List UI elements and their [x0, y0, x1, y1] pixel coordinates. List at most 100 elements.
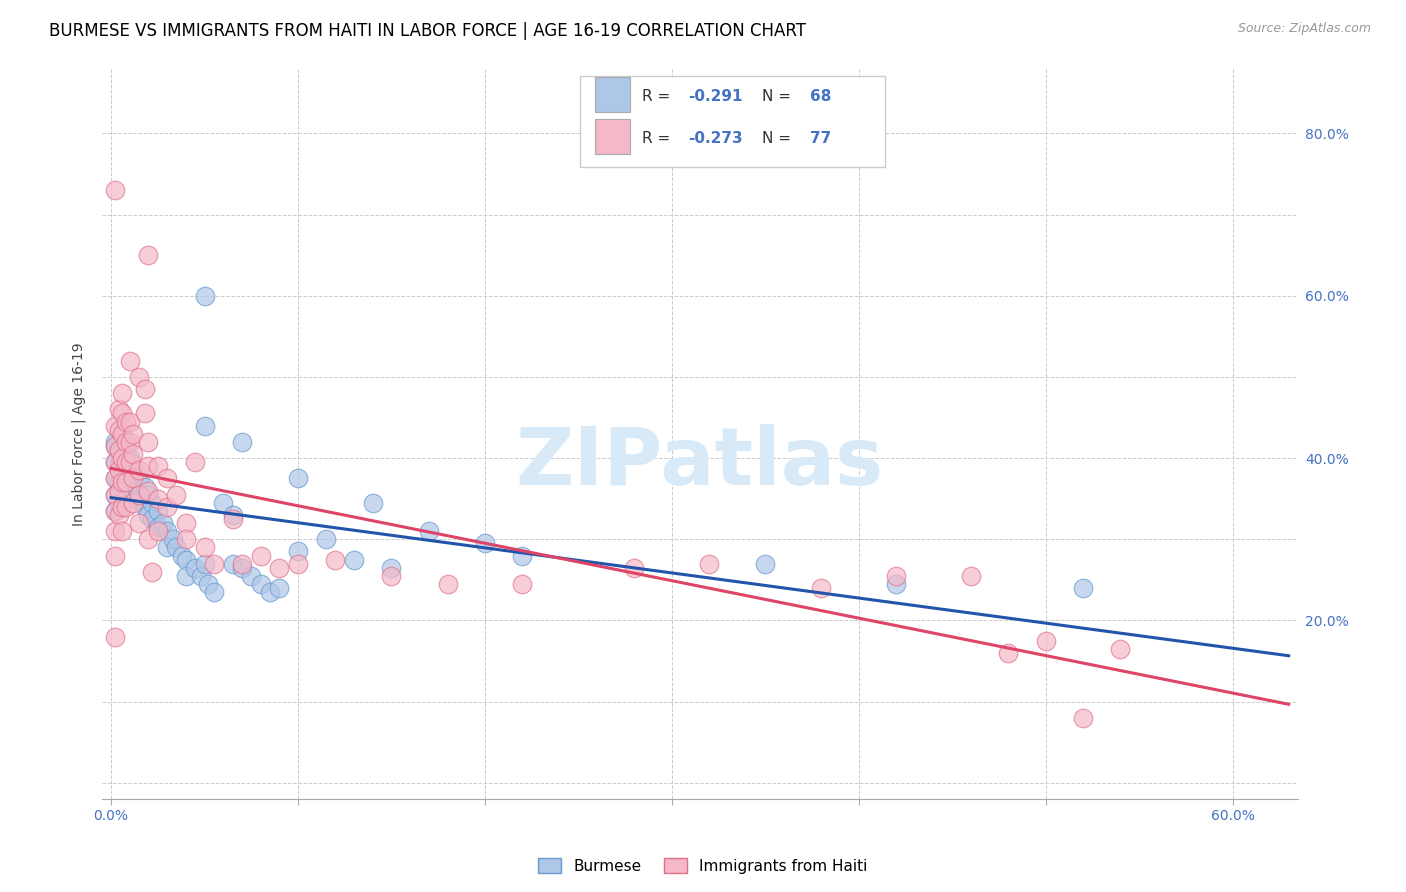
- Point: [259, 585, 281, 599]
- Point: [172, 549, 194, 563]
- Text: BURMESE VS IMMIGRANTS FROM HAITI IN LABOR FORCE | AGE 16-19 CORRELATION CHART: BURMESE VS IMMIGRANTS FROM HAITI IN LABO…: [49, 22, 806, 40]
- Point: [104, 455, 127, 469]
- Point: [104, 439, 127, 453]
- Point: [156, 500, 179, 514]
- Point: [184, 455, 207, 469]
- Point: [960, 569, 983, 583]
- Point: [111, 447, 134, 461]
- Point: [111, 479, 134, 493]
- Text: 68: 68: [810, 89, 831, 103]
- Point: [111, 407, 134, 421]
- Point: [249, 577, 271, 591]
- FancyBboxPatch shape: [581, 76, 886, 167]
- Point: [221, 508, 243, 522]
- FancyBboxPatch shape: [595, 120, 630, 154]
- Point: [380, 560, 402, 574]
- Text: R =: R =: [643, 89, 675, 103]
- Point: [104, 471, 127, 485]
- Point: [104, 524, 127, 539]
- Point: [115, 475, 138, 490]
- Point: [141, 565, 163, 579]
- Point: [134, 407, 156, 421]
- Point: [111, 475, 134, 490]
- Point: [104, 455, 127, 469]
- Point: [122, 483, 145, 498]
- Point: [174, 569, 197, 583]
- Point: [107, 443, 129, 458]
- Point: [156, 471, 179, 485]
- Point: [107, 496, 129, 510]
- Point: [221, 557, 243, 571]
- Point: [138, 248, 160, 262]
- Point: [104, 439, 127, 453]
- Point: [122, 426, 145, 441]
- Point: [134, 500, 156, 514]
- Point: [249, 549, 271, 563]
- Point: [146, 524, 169, 539]
- Point: [1071, 581, 1094, 595]
- Point: [122, 496, 145, 510]
- Point: [697, 557, 720, 571]
- Text: Source: ZipAtlas.com: Source: ZipAtlas.com: [1237, 22, 1371, 36]
- Text: -0.273: -0.273: [688, 131, 742, 145]
- Point: [287, 471, 309, 485]
- Point: [107, 459, 129, 474]
- Point: [810, 581, 832, 595]
- Point: [138, 488, 160, 502]
- Point: [202, 557, 225, 571]
- FancyBboxPatch shape: [595, 78, 630, 112]
- Point: [269, 560, 291, 574]
- Point: [115, 500, 138, 514]
- Point: [884, 577, 907, 591]
- Point: [107, 475, 129, 490]
- Point: [287, 557, 309, 571]
- Point: [104, 418, 127, 433]
- Point: [231, 557, 253, 571]
- Point: [115, 439, 138, 453]
- Point: [118, 471, 141, 485]
- Point: [104, 488, 127, 502]
- Text: 77: 77: [810, 131, 831, 145]
- Point: [107, 402, 129, 417]
- Point: [104, 504, 127, 518]
- Point: [174, 516, 197, 530]
- Point: [152, 516, 174, 530]
- Point: [510, 549, 533, 563]
- Point: [146, 459, 169, 474]
- Point: [138, 434, 160, 449]
- Point: [118, 451, 141, 466]
- Point: [474, 536, 496, 550]
- Point: [115, 455, 138, 469]
- Text: R =: R =: [643, 131, 675, 145]
- Point: [212, 496, 235, 510]
- Point: [287, 544, 309, 558]
- Point: [418, 524, 440, 539]
- Point: [134, 479, 156, 493]
- Point: [104, 630, 127, 644]
- Point: [1109, 641, 1132, 656]
- Point: [436, 577, 458, 591]
- Text: N =: N =: [762, 131, 796, 145]
- Point: [193, 418, 215, 433]
- Point: [107, 463, 129, 477]
- Point: [138, 483, 160, 498]
- Point: [361, 496, 384, 510]
- Point: [510, 577, 533, 591]
- Point: [184, 560, 207, 574]
- Point: [115, 459, 138, 474]
- Point: [269, 581, 291, 595]
- Point: [193, 289, 215, 303]
- Point: [118, 455, 141, 469]
- Point: [111, 500, 134, 514]
- Point: [193, 541, 215, 555]
- Point: [325, 552, 347, 566]
- Point: [115, 415, 138, 429]
- Point: [202, 585, 225, 599]
- Point: [122, 471, 145, 485]
- Point: [146, 520, 169, 534]
- Point: [146, 504, 169, 518]
- Point: [104, 504, 127, 518]
- Point: [111, 463, 134, 477]
- Text: ZIPatlas: ZIPatlas: [516, 424, 884, 502]
- Point: [380, 569, 402, 583]
